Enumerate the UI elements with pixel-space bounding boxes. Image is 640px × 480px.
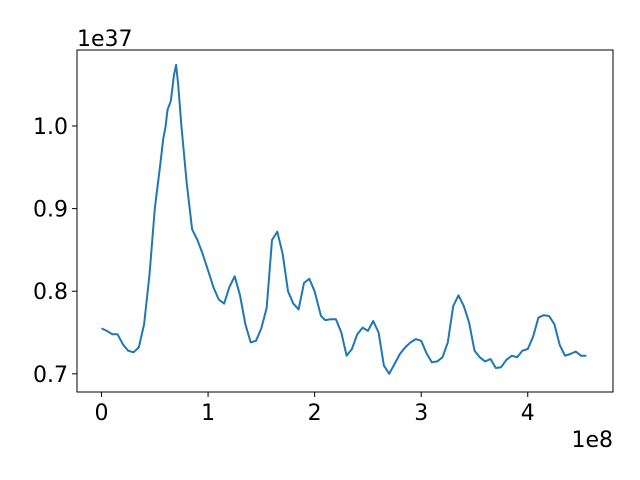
series-line [101, 63, 587, 375]
y-tick-label: 0.8 [33, 280, 68, 305]
y-tick-label: 0.9 [33, 198, 68, 223]
x-axis: 0 1 2 3 4 [95, 392, 535, 426]
x-tick-label: 2 [308, 401, 322, 426]
axes-frame [76, 49, 614, 393]
plot-area [101, 63, 587, 375]
y-axis-offset-label: 1e37 [77, 27, 133, 52]
x-axis-offset-label: 1e8 [571, 428, 613, 453]
x-tick-label: 1 [201, 401, 215, 426]
x-tick-label: 0 [95, 401, 109, 426]
y-tick-label: 1.0 [33, 115, 68, 140]
y-tick-label: 0.7 [33, 363, 68, 388]
x-tick-label: 4 [521, 401, 535, 426]
y-axis: 0.7 0.8 0.9 1.0 [33, 115, 77, 388]
x-tick-label: 3 [414, 401, 428, 426]
